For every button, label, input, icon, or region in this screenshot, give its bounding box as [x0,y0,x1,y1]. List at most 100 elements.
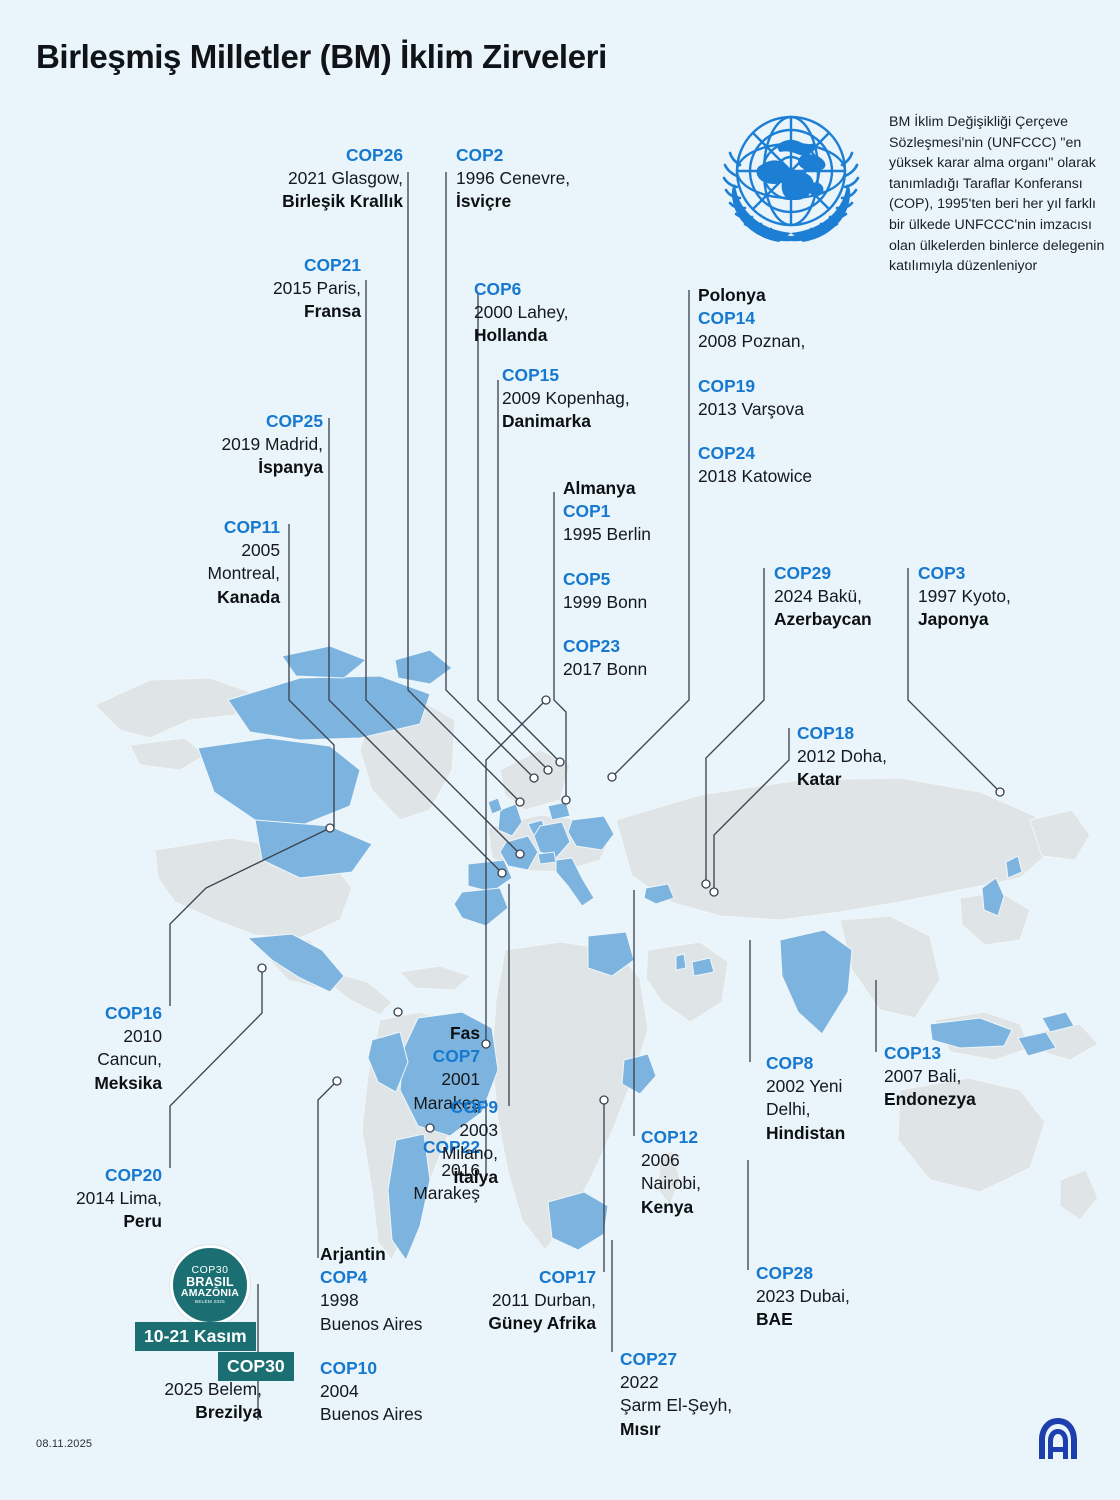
label-almanya-country: Almanya [563,478,636,498]
label-cop13: COP13 2007 Bali, Endonezya [884,1042,1059,1112]
label-polonya-country: Polonya [698,285,766,305]
label-cop15-line1: 2009 Kopenhag, [502,388,630,409]
label-cop10-line2: Buenos Aires [320,1404,423,1425]
label-cop20-code: COP20 [104,1165,162,1185]
label-cop5-code: COP5 [563,568,611,589]
cop30-logo-line4: BELÉM 2025 [194,1299,226,1304]
label-cop20: COP20 2014 Lima, Peru [20,1164,162,1234]
label-cop15-code: COP15 [502,365,560,385]
label-cop27-country: Mısır [620,1418,661,1439]
label-cop29-line1: 2024 Bakü, [774,586,862,607]
label-group-arjantin: Arjantin COP4 1998 Buenos Aires COP10 20… [320,1243,495,1426]
label-cop3-code: COP3 [918,563,966,583]
label-cop16: COP16 2010 Cancun, Meksika [20,1002,162,1095]
page-title: Birleşmiş Milletler (BM) İklim Zirveleri [36,38,607,75]
label-cop4-line1: 1998 [320,1290,359,1311]
label-cop25-line1: 2019 Madrid, [221,434,323,455]
label-cop19-code: COP19 [698,375,756,396]
label-cop7-line2: Marakeş [413,1092,480,1113]
label-cop9-line1: 2003 [459,1120,498,1141]
label-cop6-line1: 2000 Lahey, [474,302,569,323]
label-cop18-line1: 2012 Doha, [797,746,887,767]
label-cop21-line1: 2015 Paris, [273,278,361,299]
label-cop2-line1: 1996 Cenevre, [456,168,571,189]
label-cop10-code: COP10 [320,1357,378,1378]
label-fas-country: Fas [450,1023,480,1043]
label-cop16-line2: Cancun, [97,1049,162,1070]
label-cop26-line1: 2021 Glasgow, [287,168,403,189]
label-cop7-line1: 2001 [441,1069,480,1090]
cop30-code-badge: COP30 [218,1352,294,1381]
label-cop12-line2: Nairobi, [641,1173,701,1194]
label-cop16-code: COP16 [104,1003,162,1023]
label-cop15: COP15 2009 Kopenhag, Danimarka [502,364,692,434]
label-cop13-code: COP13 [884,1043,942,1063]
label-cop12-code: COP12 [641,1127,699,1147]
label-cop9: COP9 2003 Milano, İtalya [400,1096,498,1189]
label-cop16-line1: 2010 [123,1026,162,1047]
label-cop9-code: COP9 [450,1097,498,1117]
label-cop9-country: İtalya [453,1166,498,1187]
label-cop11-country: Kanada [217,586,280,607]
label-cop8-line1: 2002 Yeni [766,1076,843,1097]
label-cop2: COP2 1996 Cenevre, İsviçre [456,144,626,214]
label-cop26: COP26 2021 Glasgow, Birleşik Krallık [248,144,403,214]
label-cop21: COP21 2015 Paris, Fransa [206,254,361,324]
label-arjantin-country: Arjantin [320,1244,386,1264]
label-cop17: COP17 2011 Durban, Güney Afrika [440,1266,596,1336]
label-group-almanya: Almanya COP1 1995 Berlin COP5 1999 Bonn … [563,477,738,681]
label-cop13-country: Endonezya [884,1089,976,1110]
label-cop12-line1: 2006 [641,1150,680,1171]
label-cop12: COP12 2006 Nairobi, Kenya [641,1126,761,1219]
label-cop27-line2: Şarm El-Şeyh, [620,1395,733,1416]
publish-date: 08.11.2025 [36,1438,93,1450]
label-cop24-code: COP24 [698,443,756,464]
label-cop20-country: Peru [123,1211,162,1232]
label-cop8-code: COP8 [766,1053,814,1073]
cop30-brasil-logo: COP30 BRASIL AMAZÔNIA BELÉM 2025 [170,1245,250,1325]
label-cop19-line1: 2013 Varşova [698,398,805,419]
label-cop3: COP3 1997 Kyoto, Japonya [918,562,1083,632]
label-cop5-line1: 1999 Bonn [563,591,648,612]
label-cop23-line1: 2017 Bonn [563,659,648,680]
label-cop28-line1: 2023 Dubai, [756,1286,850,1307]
label-cop11: COP11 2005 Montreal, Kanada [138,516,281,609]
label-cop18: COP18 2012 Doha, Katar [797,722,962,792]
label-cop18-code: COP18 [797,723,855,743]
label-cop22-line1: 2016 [441,1160,480,1181]
cop30-logo-line2: BRASIL [186,1275,234,1289]
label-cop16-country: Meksika [94,1072,162,1093]
cop30-logo-line1: COP30 [191,1264,229,1276]
label-group-polonya: Polonya COP14 2008 Poznan, COP19 2013 Va… [698,284,888,488]
label-cop15-country: Danimarka [502,411,591,432]
label-cop8-line2: Delhi, [766,1099,811,1120]
label-cop8-country: Hindistan [766,1122,846,1143]
label-cop22-line2: Marakeş [413,1183,480,1204]
label-cop23-code: COP23 [563,636,621,657]
label-cop11-line2: Montreal, [207,563,281,584]
label-cop21-country: Fransa [303,301,361,322]
label-cop28-code: COP28 [756,1263,814,1283]
label-cop27-line1: 2022 [620,1372,659,1393]
label-cop3-line1: 1997 Kyoto, [918,586,1011,607]
label-cop28: COP28 2023 Dubai, BAE [756,1262,906,1332]
label-group-fas: Fas COP7 2001 Marakeş COP22 2016 Marakeş [340,1022,480,1205]
label-cop17-country: Güney Afrika [488,1313,596,1334]
cop30-dates-badge: 10-21 Kasım [135,1322,256,1351]
label-cop6-country: Hollanda [474,325,548,346]
label-cop4-code: COP4 [320,1267,368,1288]
label-cop9-line2: Milano, [441,1143,498,1164]
label-cop3-country: Japonya [918,609,989,630]
label-cop6-code: COP6 [474,279,522,299]
label-cop30: 2025 Belem, Brezilya [110,1378,262,1424]
label-cop27: COP27 2022 Şarm El-Şeyh, Mısır [620,1348,780,1441]
label-cop10-line1: 2004 [320,1381,359,1402]
label-cop20-line1: 2014 Lima, [75,1188,162,1209]
label-cop8: COP8 2002 Yeni Delhi, Hindistan [766,1052,896,1145]
cop30-logo-line3: AMAZÔNIA [180,1287,240,1299]
label-cop28-country: BAE [756,1309,793,1330]
label-cop17-code: COP17 [538,1267,596,1287]
intro-paragraph: BM İklim Değişikliği Çerçeve Sözleşmesi'… [889,114,1105,275]
label-cop4-line2: Buenos Aires [320,1313,423,1334]
